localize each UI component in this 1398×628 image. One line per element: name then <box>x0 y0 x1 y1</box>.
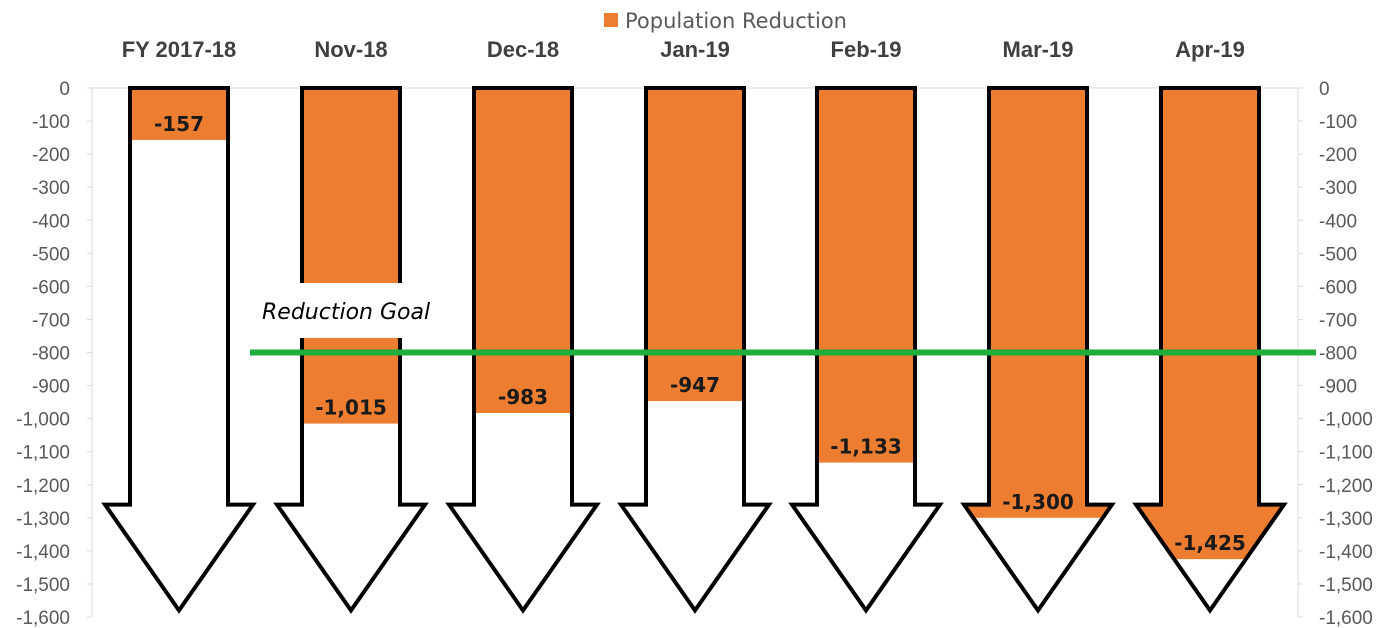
right-tick-label: -700 <box>1319 310 1357 331</box>
bar-nov-18 <box>277 88 425 424</box>
data-labels: -157 -1,015 -983 -947 -1,133 -1,300 -1,425 <box>154 112 1246 555</box>
category-label: Mar-19 <box>1003 37 1074 62</box>
goal-label: Reduction Goal <box>262 300 430 325</box>
category-label: Jan-19 <box>660 37 730 62</box>
left-tick-label: -600 <box>32 277 70 298</box>
category-label: Dec-18 <box>487 37 559 62</box>
legend: Population Reduction <box>604 9 847 33</box>
right-tick-label: -1,000 <box>1319 410 1373 431</box>
left-tick-label: -1,600 <box>16 608 70 628</box>
bar-mar-19 <box>964 88 1112 518</box>
legend-label: Population Reduction <box>625 9 847 33</box>
left-tick-label: -1,300 <box>16 509 70 530</box>
data-label: -157 <box>154 112 204 136</box>
arrow-outline <box>273 86 429 614</box>
right-tick-label: -300 <box>1319 178 1357 199</box>
arrow-outline <box>617 86 773 614</box>
arrow-outline <box>101 86 257 614</box>
left-tick-label: -300 <box>32 178 70 199</box>
legend-swatch <box>604 13 618 27</box>
arrow-outline <box>1132 86 1288 614</box>
left-tick-label: -200 <box>32 145 70 166</box>
axes: 0 0 -100 -100 -200 -200 -300 -300 -400 -400 -500 -5… <box>16 79 1373 628</box>
right-tick-label: -1,500 <box>1319 575 1373 596</box>
right-tick-label: -800 <box>1319 344 1357 365</box>
right-tick-label: -1,300 <box>1319 509 1373 530</box>
left-tick-label: -800 <box>32 344 70 365</box>
right-tick-label: -1,200 <box>1319 476 1373 497</box>
data-label: -983 <box>498 385 548 409</box>
left-tick-label: -500 <box>32 244 70 265</box>
bar-dec-18 <box>449 88 597 414</box>
right-tick-label: -1,400 <box>1319 542 1373 563</box>
bar-apr-19 <box>1136 88 1284 560</box>
left-tick-label: -700 <box>32 310 70 331</box>
left-tick-label: -900 <box>32 377 70 398</box>
goal-label-background <box>255 283 450 338</box>
left-tick-label: -1,200 <box>16 476 70 497</box>
category-label: Apr-19 <box>1175 37 1245 62</box>
left-tick-label: -1,500 <box>16 575 70 596</box>
arrow-outline <box>788 86 944 614</box>
arrow-background <box>105 88 253 611</box>
arrow-bars <box>101 86 1288 614</box>
right-tick-label: 0 <box>1319 79 1330 100</box>
category-label: FY 2017-18 <box>122 37 237 62</box>
category-label: Feb-19 <box>831 37 902 62</box>
goal: Reduction Goal <box>250 283 1316 356</box>
bar-feb-19 <box>792 88 940 463</box>
right-tick-label: -600 <box>1319 277 1357 298</box>
right-tick-label: -400 <box>1319 211 1357 232</box>
data-label: -947 <box>670 373 720 397</box>
left-tick-label: -400 <box>32 211 70 232</box>
arrow-outline <box>960 86 1116 614</box>
left-tick-label: 0 <box>59 79 70 100</box>
right-tick-label: -200 <box>1319 145 1357 166</box>
left-tick-label: -1,400 <box>16 542 70 563</box>
right-tick-label: -100 <box>1319 112 1357 133</box>
data-label: -1,015 <box>315 396 387 420</box>
right-tick-label: -1,100 <box>1319 443 1373 464</box>
arrow-outline <box>445 86 601 614</box>
category-label: Nov-18 <box>314 37 387 62</box>
data-label: -1,300 <box>1002 490 1074 514</box>
right-tick-label: -1,600 <box>1319 608 1373 628</box>
left-tick-label: -1,000 <box>16 410 70 431</box>
right-tick-label: -500 <box>1319 244 1357 265</box>
data-label: -1,425 <box>1174 531 1246 555</box>
category-labels: FY 2017-18 Nov-18 Dec-18 Jan-19 Feb-19 Mar-19… <box>122 37 1245 62</box>
data-label: -1,133 <box>830 435 902 459</box>
left-tick-label: -100 <box>32 112 70 133</box>
right-tick-label: -900 <box>1319 377 1357 398</box>
left-tick-label: -1,100 <box>16 443 70 464</box>
